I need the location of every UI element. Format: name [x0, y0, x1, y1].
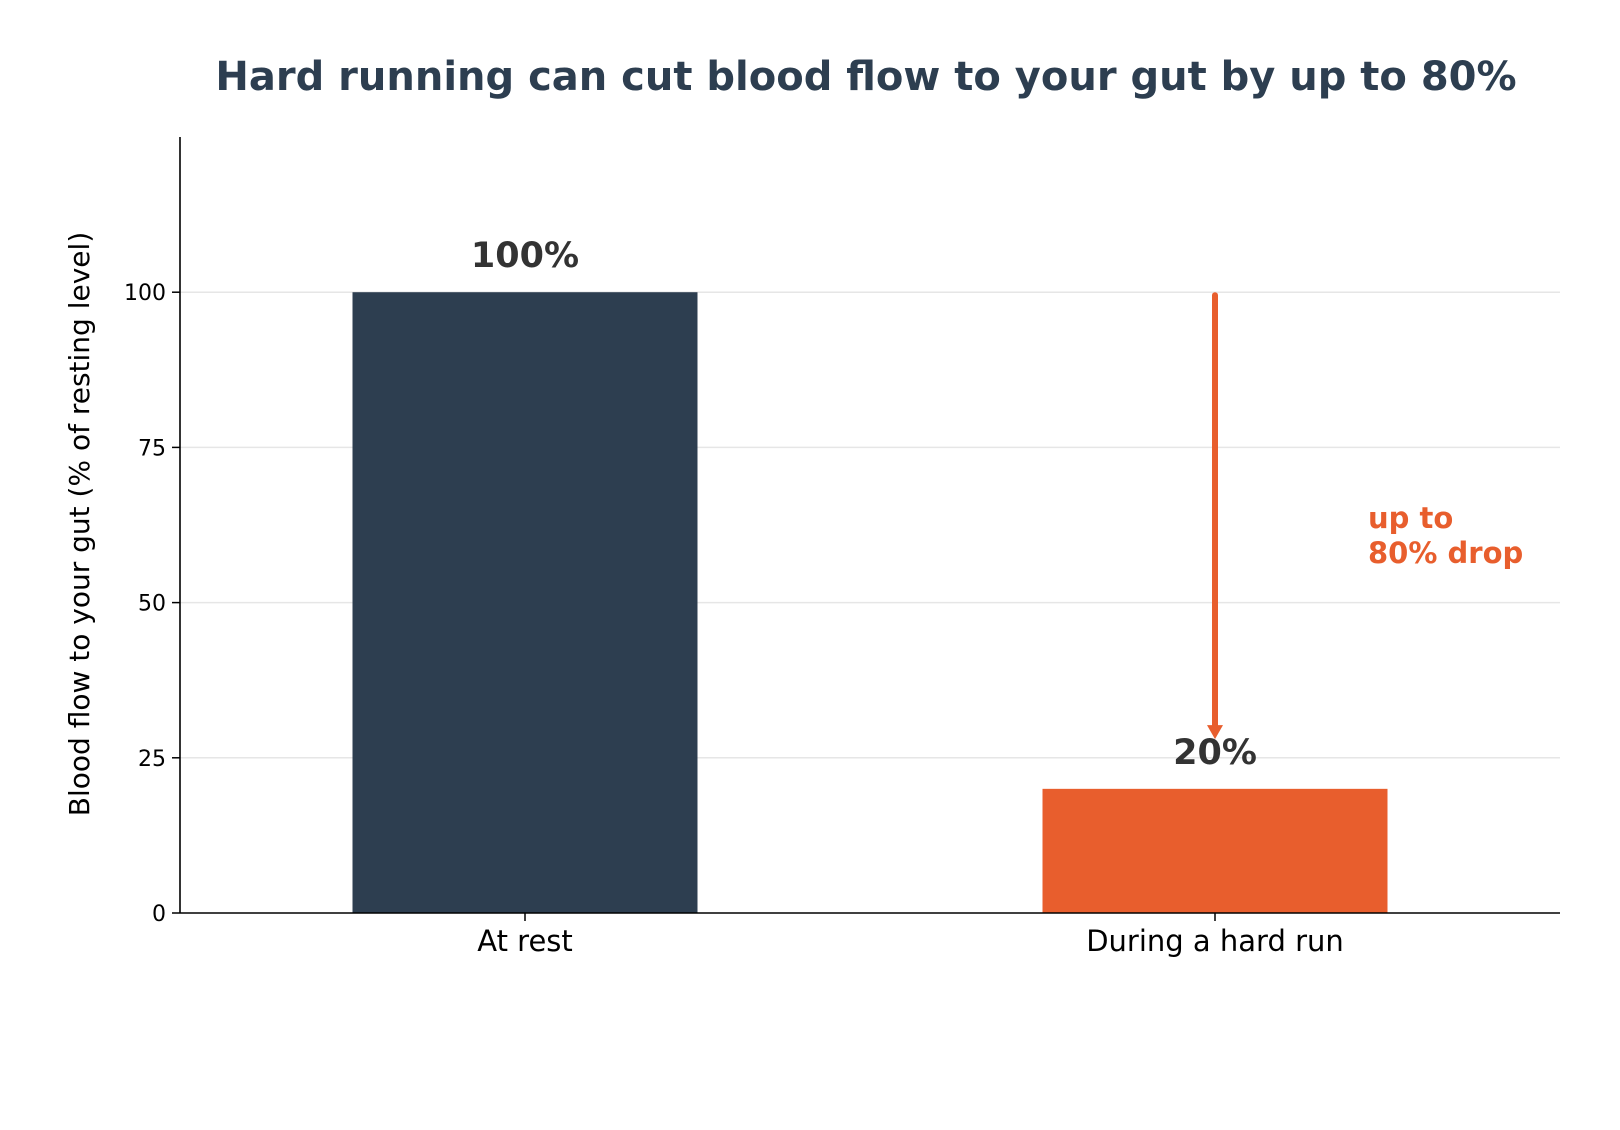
x-tick-label: During a hard run — [1086, 924, 1344, 958]
y-axis-label: Blood flow to your gut (% of resting lev… — [63, 232, 96, 816]
y-tick-label: 75 — [138, 436, 166, 461]
data-label: 20% — [1173, 733, 1257, 773]
data-label: 100% — [471, 236, 579, 276]
bars — [352, 292, 1388, 913]
chart-title: Hard running can cut blood flow to your … — [215, 54, 1516, 100]
drop-arrow-head — [1207, 725, 1223, 740]
y-tick-label: 0 — [152, 902, 166, 927]
data-labels: 100% 20% — [471, 236, 1257, 773]
y-tick-label: 25 — [138, 747, 166, 772]
annotation-text: up to — [1368, 501, 1453, 535]
bar-1 — [352, 292, 698, 913]
y-tick-label: 100 — [124, 281, 166, 306]
bar-2 — [1042, 788, 1388, 913]
axes: 0 25 50 75 100 At rest During a hard run — [124, 137, 1560, 958]
y-tick-label: 50 — [138, 592, 166, 617]
x-tick-label: At rest — [477, 924, 573, 958]
annotation-text: 80% drop — [1368, 536, 1523, 570]
